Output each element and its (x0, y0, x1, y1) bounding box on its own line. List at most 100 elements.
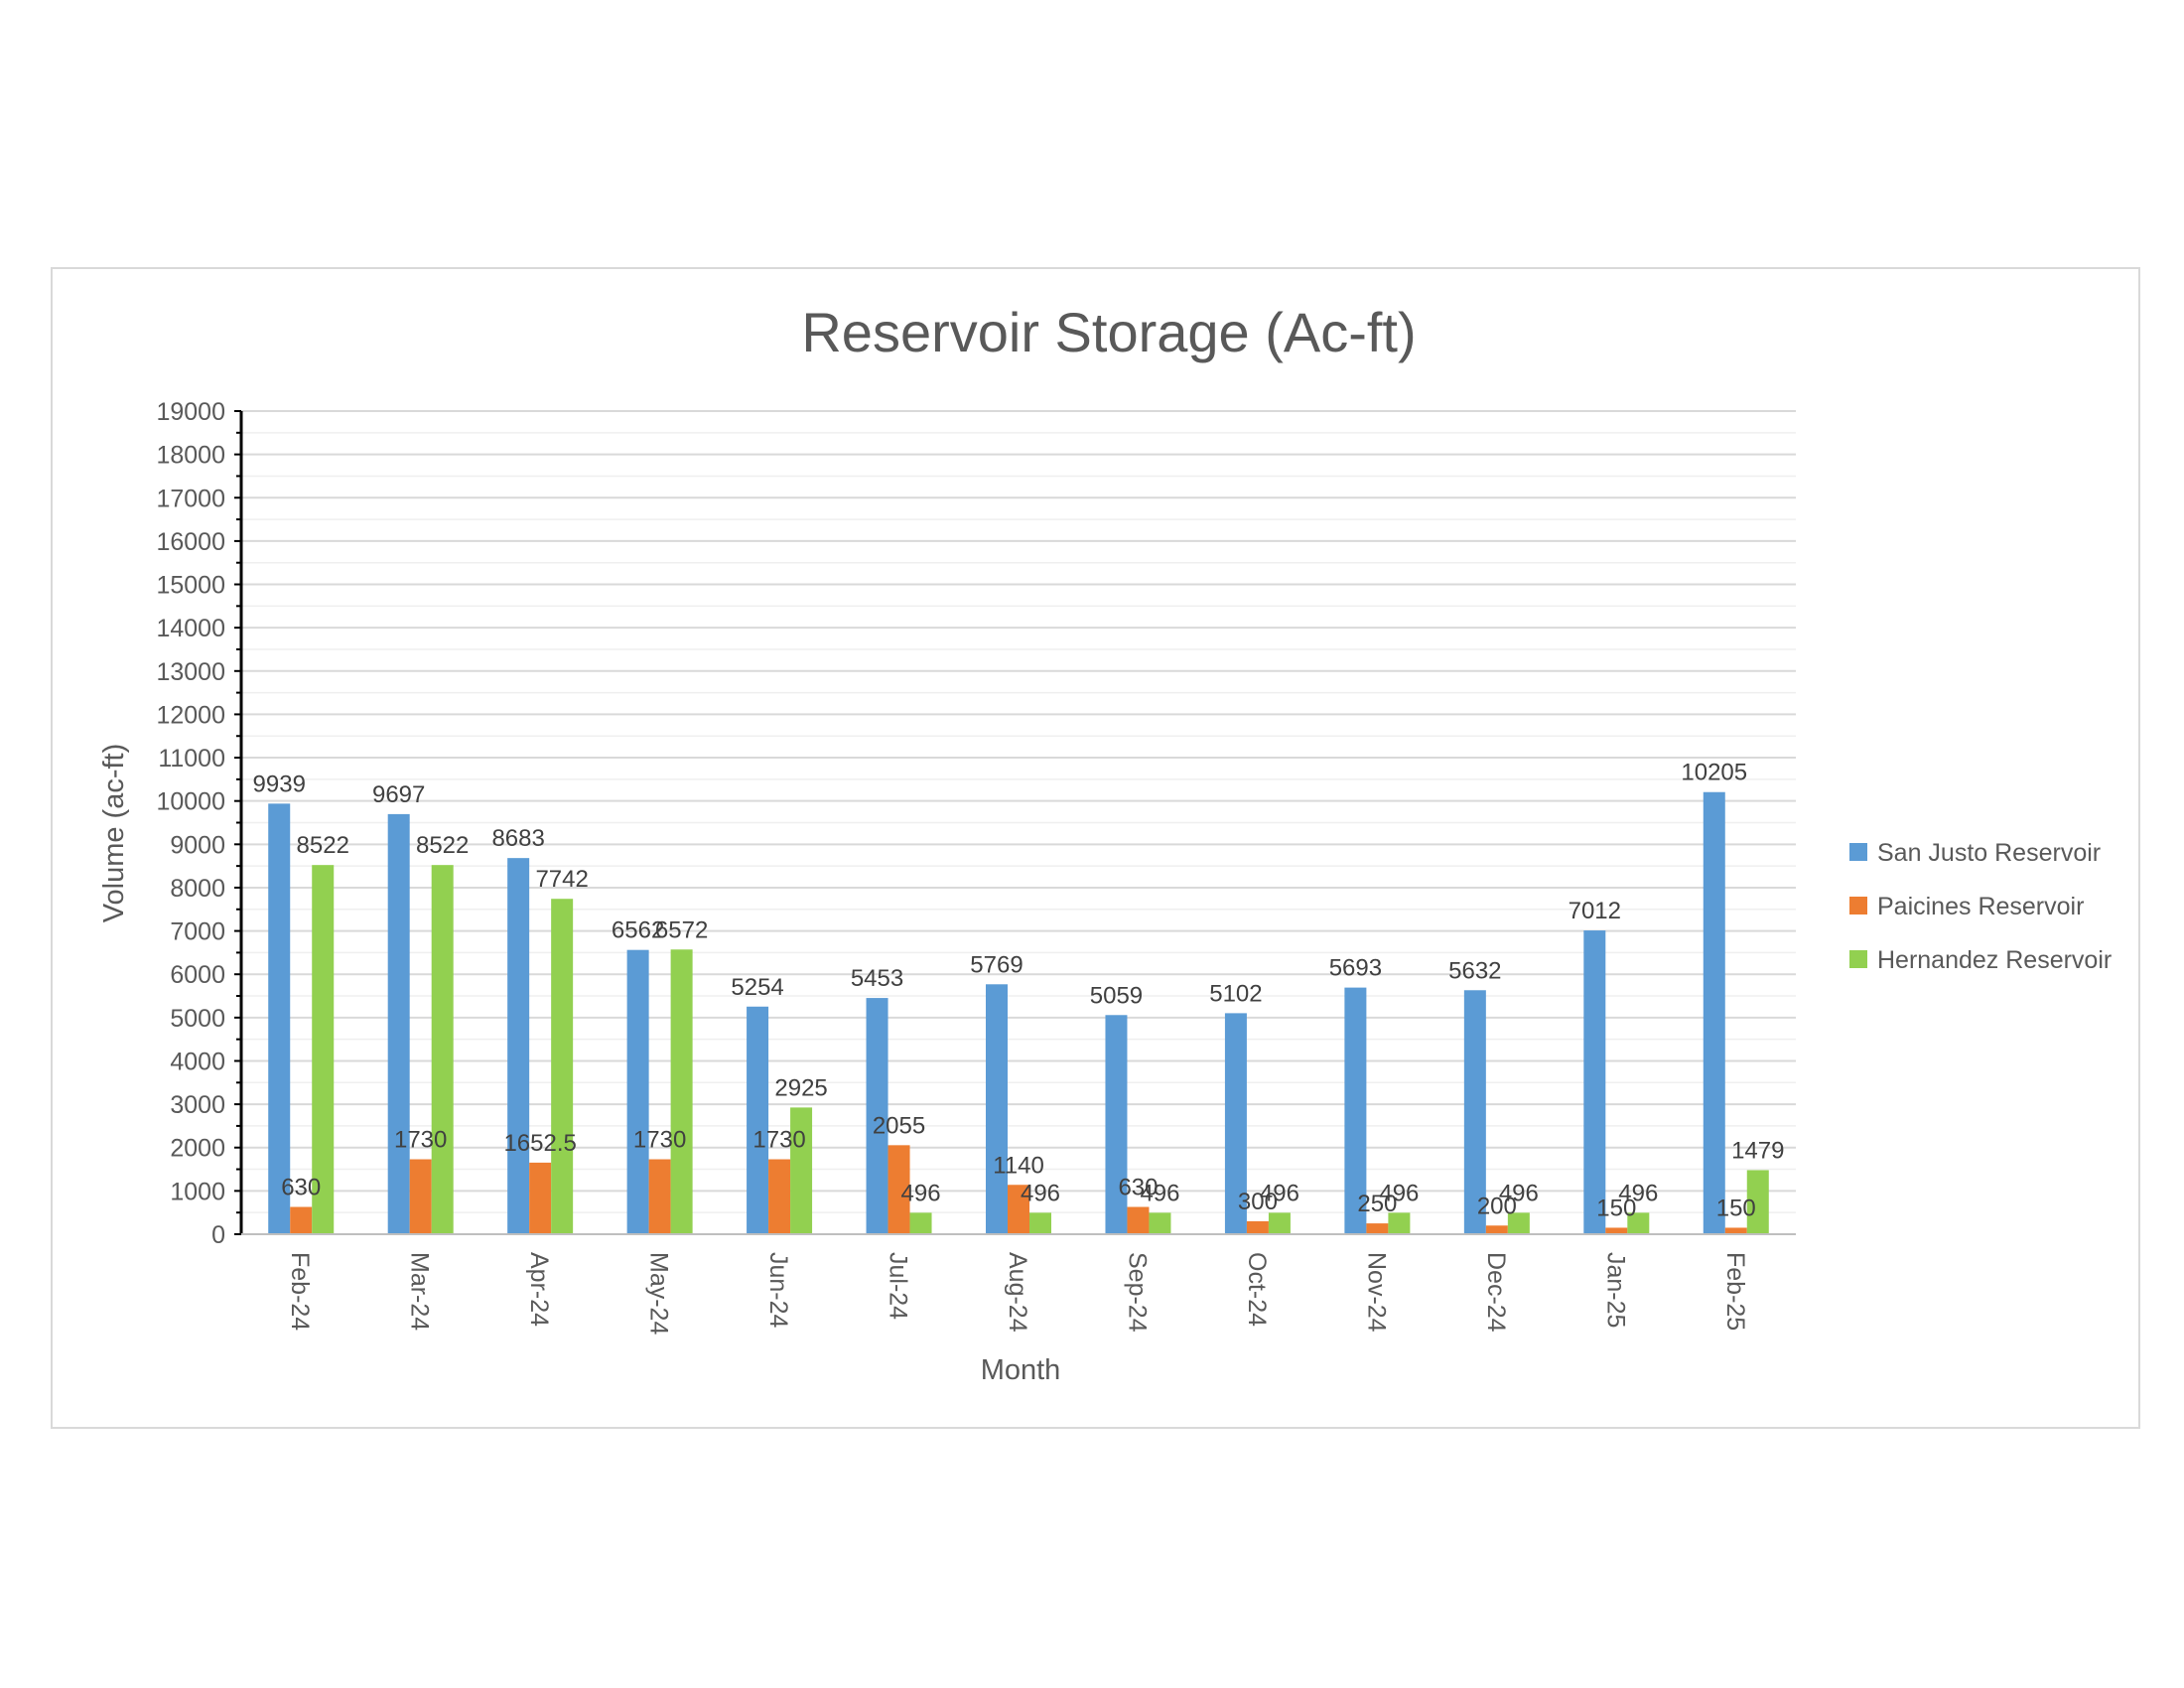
y-tick-label: 4000 (170, 1048, 225, 1075)
bar (1388, 1212, 1411, 1234)
data-label: 200 (1477, 1193, 1517, 1219)
y-tick-label: 13000 (156, 658, 225, 686)
y-tick-label: 15000 (156, 572, 225, 600)
data-label: 7012 (1569, 898, 1621, 924)
y-tick-label: 1000 (170, 1178, 225, 1205)
bar (290, 1206, 313, 1234)
y-tick-label: 10000 (156, 788, 225, 816)
bar (768, 1159, 791, 1234)
data-labels: 9939 630 8522 9697 1730 8522 8683 1652.5 7742 656… (253, 760, 1785, 1222)
bar (268, 803, 291, 1234)
bar (312, 865, 335, 1234)
y-tick-label: 9000 (170, 831, 225, 859)
y-tick-label: 11000 (158, 745, 225, 773)
bar (1485, 1225, 1508, 1234)
y-tick-label: 18000 (156, 442, 225, 470)
data-label: 2925 (774, 1074, 827, 1101)
bar (747, 1006, 769, 1234)
data-label: 496 (901, 1180, 941, 1206)
x-tick-label: May-24 (645, 1252, 673, 1335)
legend-swatch (1849, 897, 1867, 914)
bar (1627, 1212, 1650, 1234)
y-tick-label: 19000 (156, 398, 225, 426)
data-label: 1140 (993, 1152, 1044, 1179)
x-tick-label: Dec-24 (1482, 1252, 1510, 1333)
data-label: 5254 (731, 974, 783, 1001)
data-label: 5059 (1090, 982, 1143, 1009)
data-label: 300 (1238, 1189, 1278, 1215)
legend: San Justo Reservoir Paicines Reservoir Her… (1849, 839, 2112, 974)
data-label: 9697 (372, 781, 425, 808)
x-axis-title: Month (981, 1354, 1061, 1386)
chart-frame: Reservoir Storage (Ac-ft) Volume (ac-ft)… (51, 267, 2140, 1429)
y-tick-label: 0 (211, 1221, 225, 1249)
data-label: 6572 (655, 916, 708, 943)
y-tick-label: 6000 (170, 961, 225, 989)
bar (1463, 990, 1486, 1234)
bar (1105, 1015, 1128, 1234)
legend-label: Hernandez Reservoir (1877, 946, 2112, 974)
bar (1008, 1185, 1029, 1234)
bar (507, 858, 530, 1234)
y-tick-label: 7000 (170, 918, 225, 946)
bar (1724, 1227, 1747, 1234)
data-label: 5453 (851, 965, 903, 992)
data-label: 496 (1618, 1180, 1658, 1206)
data-label: 2055 (873, 1112, 925, 1139)
data-label: 6562 (612, 917, 664, 944)
bar (551, 899, 574, 1234)
x-tick-label: Nov-24 (1362, 1252, 1390, 1333)
data-label: 496 (1260, 1180, 1299, 1206)
data-label: 496 (1140, 1180, 1179, 1206)
y-tick-label: 3000 (170, 1091, 225, 1119)
bar (387, 813, 410, 1234)
data-label: 5693 (1329, 955, 1382, 982)
y-tick-label: 17000 (156, 485, 225, 512)
legend-swatch (1849, 950, 1867, 968)
bar (887, 1145, 910, 1234)
bar (1507, 1212, 1530, 1234)
bar (529, 1162, 552, 1234)
data-label: 10205 (1681, 760, 1747, 786)
chart-title: Reservoir Storage (Ac-ft) (801, 301, 1416, 363)
data-label: 1730 (752, 1127, 805, 1154)
bar (1149, 1212, 1171, 1234)
y-tick-label: 16000 (156, 528, 225, 556)
legend-swatch (1849, 843, 1867, 861)
bar (1268, 1212, 1291, 1234)
bar (409, 1159, 432, 1234)
y-axis-title: Volume (ac-ft) (98, 744, 130, 923)
bar (1224, 1013, 1247, 1234)
data-label: 250 (1357, 1191, 1397, 1217)
bar (790, 1107, 813, 1234)
x-tick-label: Feb-24 (286, 1252, 314, 1331)
y-tick-label: 5000 (170, 1005, 225, 1033)
data-label: 1730 (394, 1127, 447, 1154)
data-label: 630 (281, 1175, 321, 1201)
data-label: 496 (1379, 1180, 1419, 1206)
data-label: 496 (1021, 1180, 1060, 1206)
bar (1127, 1206, 1150, 1234)
bars (268, 791, 1769, 1234)
x-tick-label: Jun-24 (764, 1252, 792, 1329)
bar (648, 1159, 671, 1234)
data-label: 5769 (970, 951, 1023, 978)
bar (1703, 791, 1725, 1234)
data-label: 9939 (253, 771, 306, 797)
data-label: 5102 (1209, 980, 1262, 1007)
legend-label: Paicines Reservoir (1877, 893, 2084, 920)
data-label: 1652.5 (503, 1130, 576, 1157)
bar (1029, 1212, 1051, 1234)
bar (1366, 1223, 1389, 1234)
bar (626, 949, 649, 1234)
x-tick-label: Mar-24 (406, 1252, 434, 1331)
bar (1746, 1170, 1769, 1234)
data-label: 630 (1118, 1175, 1158, 1201)
y-tick-label: 14000 (156, 615, 225, 642)
bar (431, 865, 454, 1234)
bar (866, 998, 888, 1234)
data-label: 496 (1499, 1180, 1539, 1206)
bar (986, 984, 1008, 1234)
data-label: 8522 (416, 832, 469, 859)
x-tick-label: Aug-24 (1004, 1252, 1031, 1333)
